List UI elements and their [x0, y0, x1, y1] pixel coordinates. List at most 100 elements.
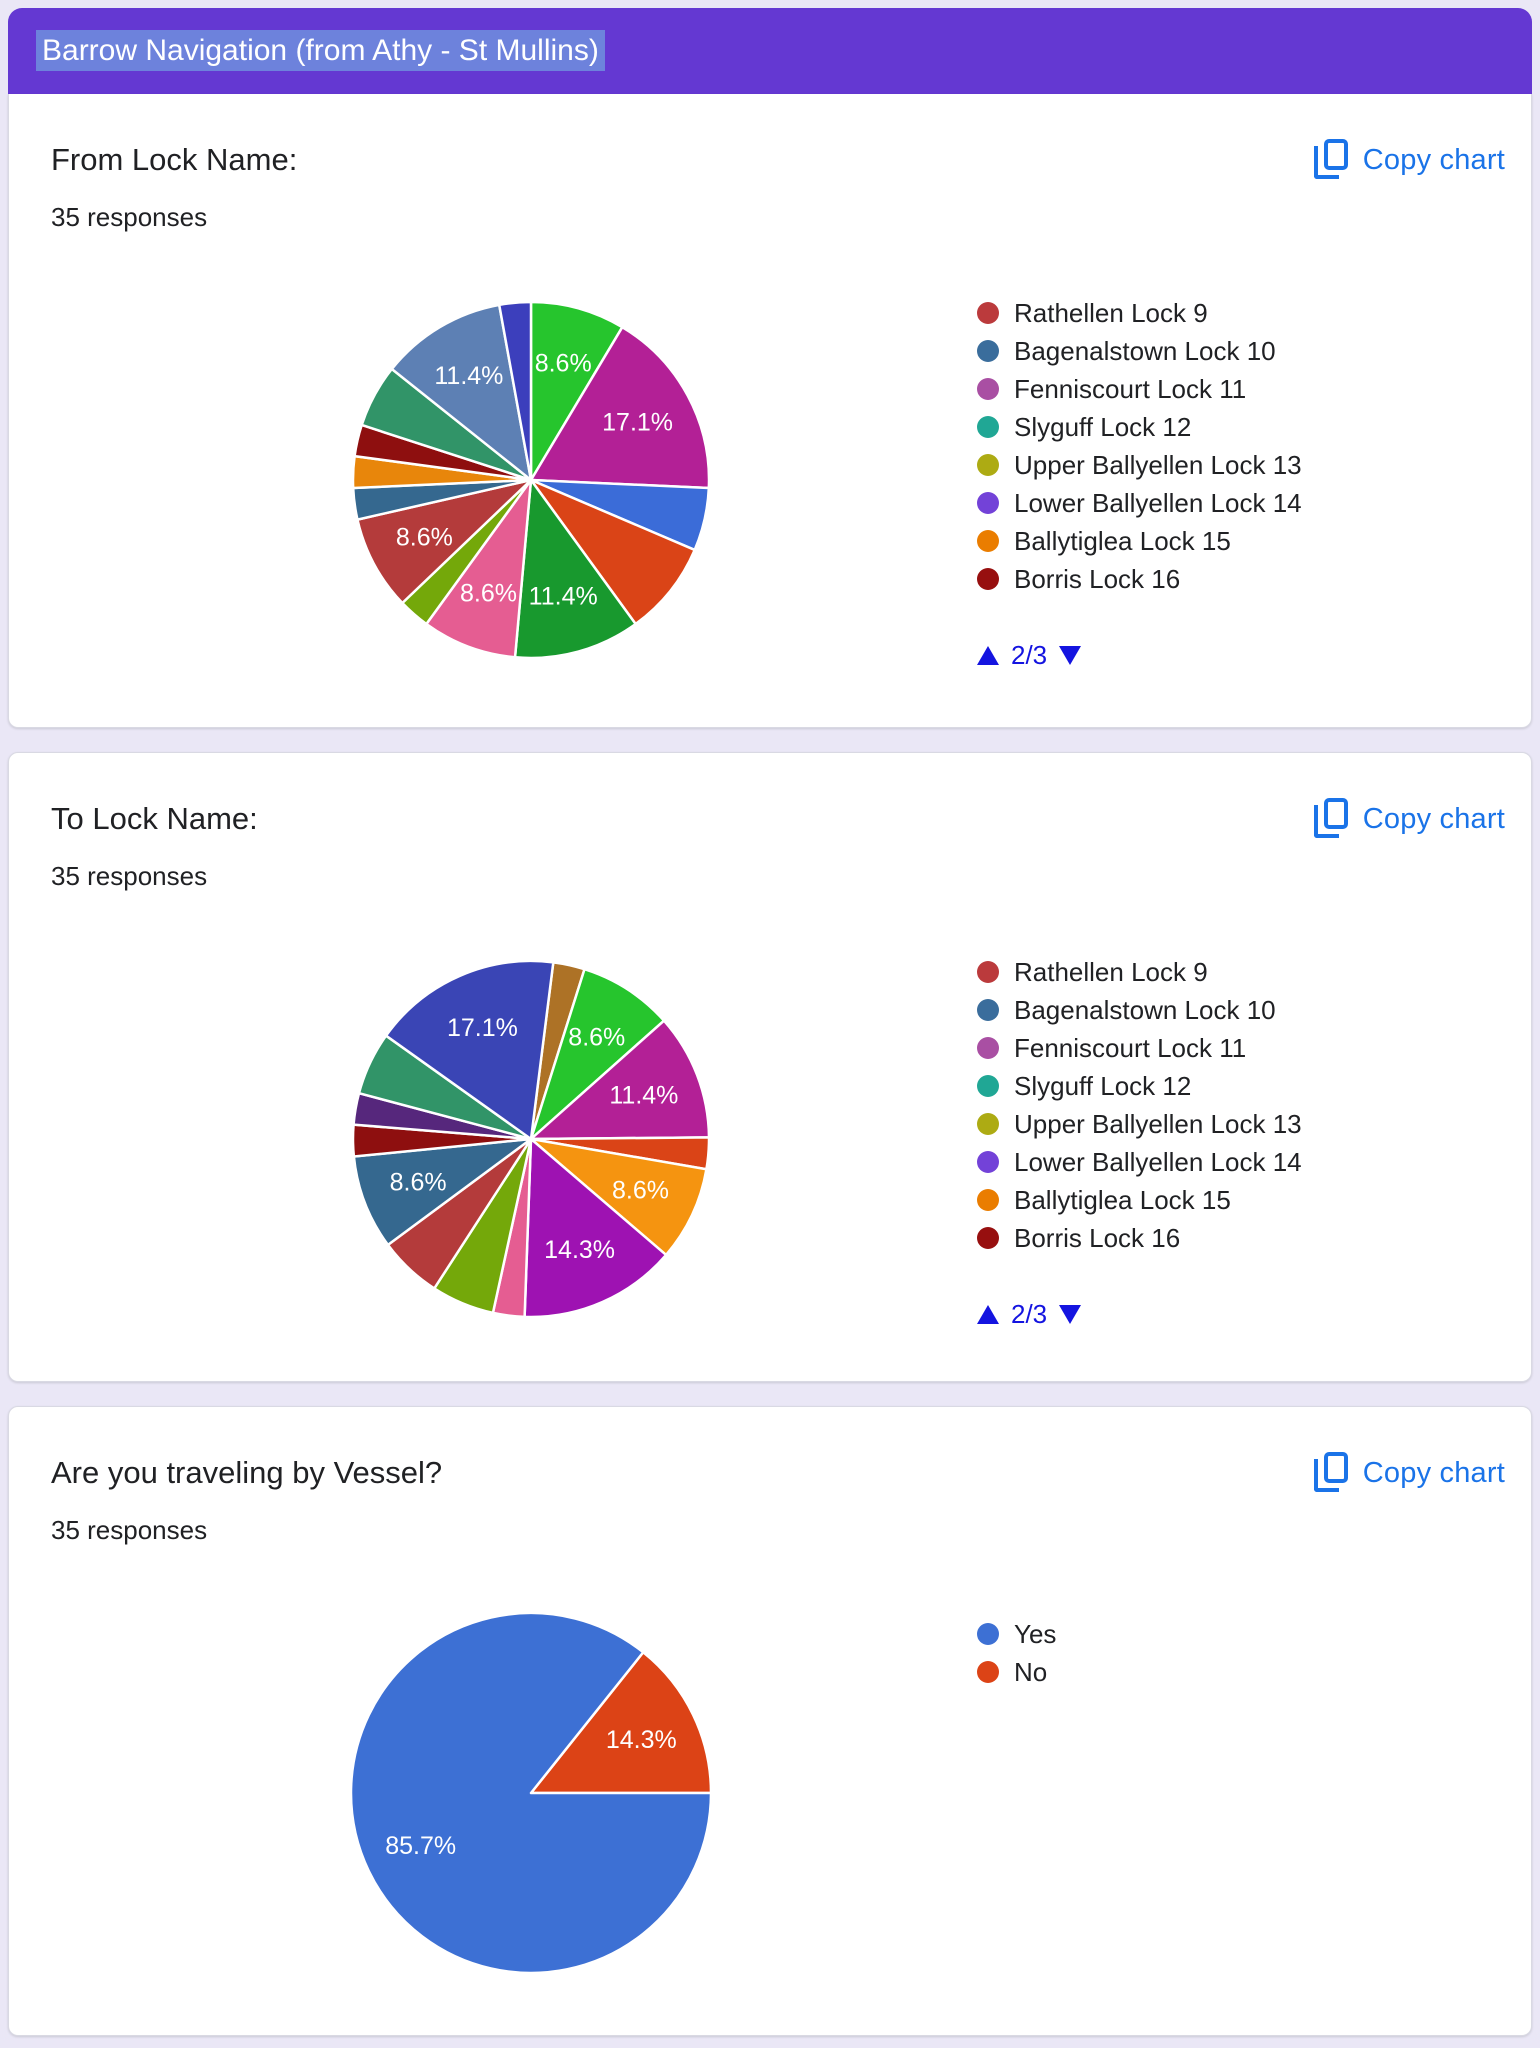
legend-item-label: No: [1014, 1656, 1048, 1687]
pie-slice-percent-label: 14.3%: [544, 1236, 615, 1264]
copy-icon: [1313, 139, 1348, 181]
form-title: Barrow Navigation (from Athy - St Mullin…: [36, 30, 605, 71]
legend-page-indicator: 2/3: [1011, 1299, 1048, 1329]
legend-page-down-icon[interactable]: [1059, 646, 1082, 665]
legend-color-dot-icon: [977, 302, 999, 324]
pie-chart-vessel: 14.3% 85.7%: [349, 1611, 713, 1975]
legend-color-dot-icon: [977, 1113, 999, 1135]
chart-legend: Rathellen Lock 9 Bagenalstown Lock 10 Fenn…: [977, 953, 1302, 1257]
chart-legend: Yes No: [977, 1615, 1056, 1691]
pie-slice[interactable]: [529, 967, 666, 1141]
legend-item-label: Upper Ballyellen Lock 13: [1014, 449, 1302, 480]
legend-color-dot-icon: [977, 568, 999, 590]
pie-slice-percent-label: 8.6%: [396, 523, 453, 551]
pie-slice-percent-label: 85.7%: [385, 1832, 456, 1860]
pie-slice[interactable]: [529, 1137, 708, 1257]
legend-color-dot-icon: [977, 416, 999, 438]
legend-item-label: Fenniscourt Lock 11: [1014, 1032, 1247, 1063]
legend-page-up-icon[interactable]: [977, 1305, 999, 1324]
pie-slice[interactable]: [523, 1137, 668, 1319]
form-header-bar: Barrow Navigation (from Athy - St Mullin…: [8, 8, 1532, 94]
form-title-selected-text: Barrow Navigation (from Athy - St Mullin…: [36, 30, 605, 71]
legend-item: Upper Ballyellen Lock 13: [977, 446, 1302, 484]
pie-slice[interactable]: [529, 1651, 713, 1795]
legend-item: Fenniscourt Lock 11: [977, 370, 1302, 408]
legend-color-dot-icon: [977, 1189, 999, 1211]
legend-item: Bagenalstown Lock 10: [977, 991, 1302, 1029]
legend-item-label: Bagenalstown Lock 10: [1014, 994, 1276, 1025]
legend-color-dot-icon: [977, 1151, 999, 1173]
pie-slice-percent-label: 11.4%: [529, 583, 598, 611]
legend-item-label: Borris Lock 16: [1014, 1222, 1181, 1253]
legend-item: Yes: [977, 1615, 1056, 1653]
legend-item-label: Fenniscourt Lock 11: [1014, 373, 1247, 404]
pie-slice[interactable]: [529, 1019, 711, 1141]
legend-item-label: Ballytiglea Lock 15: [1014, 525, 1231, 556]
copy-chart-button[interactable]: Copy chart: [1313, 138, 1505, 182]
legend-item-label: Lower Ballyellen Lock 14: [1014, 1146, 1302, 1177]
pie-slice[interactable]: [529, 300, 624, 482]
legend-item: Rathellen Lock 9: [977, 953, 1302, 991]
legend-item: Rathellen Lock 9: [977, 294, 1302, 332]
legend-item-label: Yes: [1014, 1618, 1057, 1649]
legend-color-dot-icon: [977, 454, 999, 476]
legend-item-label: Rathellen Lock 9: [1014, 956, 1208, 987]
legend-item: Slyguff Lock 12: [977, 1067, 1302, 1105]
legend-color-dot-icon: [977, 1661, 999, 1683]
legend-item-label: Slyguff Lock 12: [1014, 1070, 1192, 1101]
legend-item-label: Bagenalstown Lock 10: [1014, 335, 1276, 366]
pie-slice-percent-label: 11.4%: [434, 362, 503, 390]
pie-slice[interactable]: [349, 1611, 713, 1975]
copy-icon-front-sheet: [1323, 1452, 1348, 1483]
legend-item-label: Lower Ballyellen Lock 14: [1014, 487, 1302, 518]
legend-pagination: 2/3: [977, 640, 1082, 671]
legend-item: Fenniscourt Lock 11: [977, 1029, 1302, 1067]
question-card-from-lock: From Lock Name: 35 responses Copy chart …: [8, 94, 1532, 728]
legend-item-label: Rathellen Lock 9: [1014, 297, 1208, 328]
legend-page-up-icon[interactable]: [977, 646, 999, 665]
pie-slice-percent-label: 17.1%: [602, 409, 673, 437]
legend-item: Borris Lock 16: [977, 1219, 1302, 1257]
pie-slice[interactable]: [529, 325, 711, 490]
copy-icon-back-sheet: [1313, 805, 1339, 838]
legend-color-dot-icon: [977, 961, 999, 983]
legend-item-label: Borris Lock 16: [1014, 563, 1181, 594]
pie-slice[interactable]: [390, 303, 533, 482]
pie-slice[interactable]: [513, 478, 637, 660]
pie-slice[interactable]: [425, 478, 533, 659]
legend-item: No: [977, 1653, 1056, 1691]
copy-chart-label: Copy chart: [1362, 1456, 1505, 1489]
pie-slice[interactable]: [352, 1137, 533, 1247]
legend-color-dot-icon: [977, 530, 999, 552]
legend-color-dot-icon: [977, 1075, 999, 1097]
legend-page-down-icon[interactable]: [1059, 1305, 1082, 1324]
copy-icon-front-sheet: [1323, 798, 1348, 829]
copy-icon: [1313, 798, 1348, 840]
copy-chart-label: Copy chart: [1362, 143, 1505, 176]
question-title: From Lock Name:: [51, 142, 298, 177]
question-card-to-lock: To Lock Name: 35 responses Copy chart 8.…: [8, 752, 1532, 1382]
legend-pagination: 2/3: [977, 1299, 1082, 1330]
copy-chart-button[interactable]: Copy chart: [1313, 1451, 1505, 1495]
pie-slice-percent-label: 8.6%: [390, 1169, 447, 1197]
legend-item: Upper Ballyellen Lock 13: [977, 1105, 1302, 1143]
legend-item-label: Ballytiglea Lock 15: [1014, 1184, 1231, 1215]
legend-item: Lower Ballyellen Lock 14: [977, 484, 1302, 522]
pie-slice[interactable]: [497, 300, 533, 482]
legend-color-dot-icon: [977, 999, 999, 1021]
legend-color-dot-icon: [977, 378, 999, 400]
legend-color-dot-icon: [977, 1623, 999, 1645]
copy-icon: [1313, 1452, 1348, 1494]
pie-slice[interactable]: [384, 959, 555, 1141]
pie-chart-to-lock: 8.6% 11.4% 8.6% 14.3% 8.6% 17.1%: [351, 959, 711, 1319]
copy-icon-front-sheet: [1323, 139, 1348, 170]
legend-item: Slyguff Lock 12: [977, 408, 1302, 446]
copy-chart-label: Copy chart: [1362, 802, 1505, 835]
pie-slice[interactable]: [529, 478, 696, 626]
pie-slice-percent-label: 8.6%: [612, 1177, 669, 1205]
responses-count: 35 responses: [51, 861, 208, 891]
copy-chart-button[interactable]: Copy chart: [1313, 797, 1505, 841]
question-card-vessel: Are you traveling by Vessel? 35 response…: [8, 1406, 1532, 2036]
pie-slice-percent-label: 8.6%: [460, 579, 517, 607]
